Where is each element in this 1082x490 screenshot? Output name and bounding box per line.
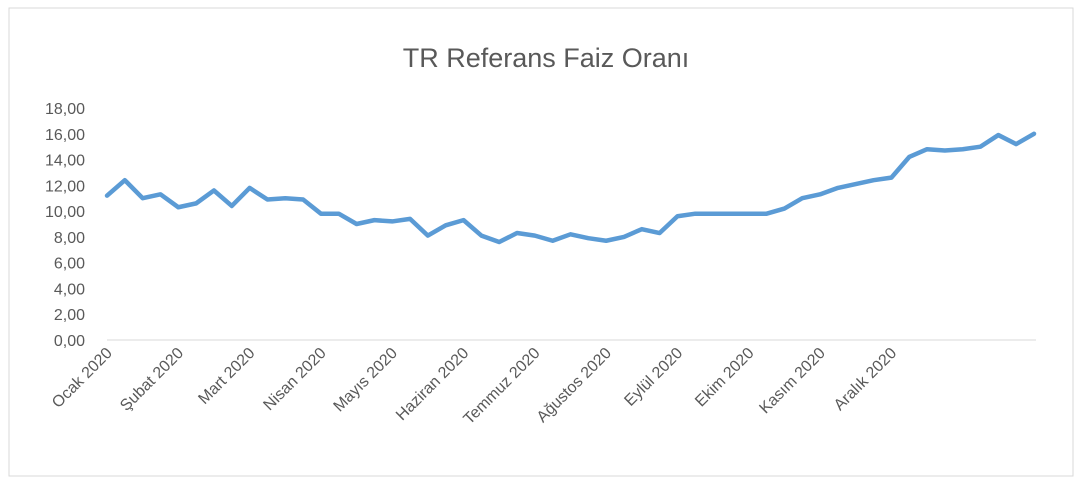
chart-title: TR Referans Faiz Oranı	[403, 43, 690, 73]
y-tick-label: 6,00	[54, 256, 85, 273]
y-tick-label: 4,00	[54, 281, 85, 298]
data-line	[104, 131, 1037, 245]
y-tick-label: 2,00	[54, 307, 85, 324]
y-tick-label: 0,00	[54, 333, 85, 350]
y-tick-label: 14,00	[45, 153, 85, 170]
y-tick-label: 10,00	[45, 204, 85, 221]
y-tick-label: 12,00	[45, 178, 85, 195]
chart-border	[8, 7, 1074, 477]
y-tick-label: 8,00	[54, 230, 85, 247]
y-tick-label: 16,00	[45, 127, 85, 144]
y-tick-label: 18,00	[45, 101, 85, 118]
